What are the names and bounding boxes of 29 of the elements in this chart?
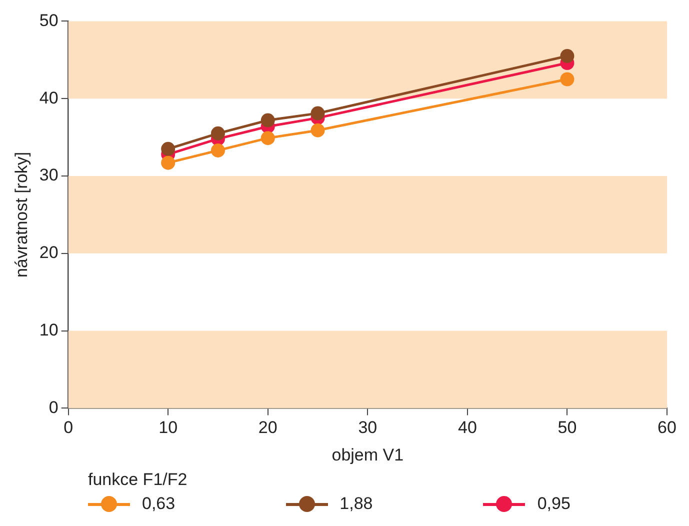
y-tick-label: 40 [39, 88, 58, 108]
y-tick-label: 0 [48, 398, 58, 417]
x-tick-label: 50 [558, 418, 577, 438]
point [161, 142, 176, 156]
legend-label: 1,88 [340, 494, 373, 514]
point [310, 106, 325, 120]
x-tick-label: 60 [658, 418, 676, 438]
y-axis-title: návratnost [roky] [12, 152, 31, 278]
legend-label: 0,95 [537, 494, 570, 514]
point [560, 49, 574, 64]
y-tick-label: 20 [39, 243, 58, 262]
x-tick-label: 10 [158, 418, 178, 438]
point [161, 156, 176, 170]
x-tick-label: 0 [64, 418, 74, 438]
y-tick-label: 50 [39, 10, 58, 30]
point [310, 123, 325, 138]
x-tick-label: 40 [458, 418, 477, 438]
legend-label: 0,63 [142, 494, 176, 514]
point [210, 126, 225, 140]
point [560, 72, 574, 86]
point [210, 143, 225, 158]
x-axis-title: objem V1 [332, 445, 404, 464]
legend-title: funkce F1/F2 [88, 470, 188, 490]
x-tick-label: 20 [258, 418, 278, 438]
y-tick-label: 10 [39, 320, 58, 340]
y-tick-label: 30 [39, 166, 58, 185]
point [260, 113, 275, 128]
x-tick-label: 30 [358, 418, 378, 438]
point [260, 131, 275, 146]
